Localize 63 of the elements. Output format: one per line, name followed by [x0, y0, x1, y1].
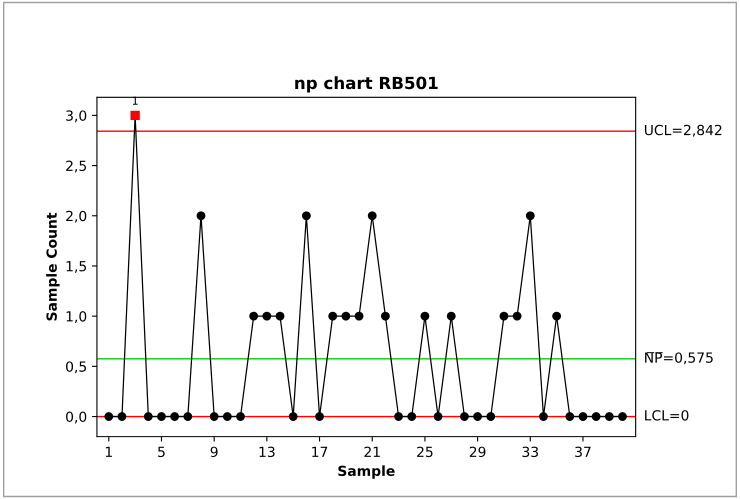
x-tick-label: 33: [522, 446, 538, 458]
x-tick-label: 9: [210, 446, 218, 458]
point: [157, 412, 166, 421]
x-tick-label: 21: [364, 446, 380, 457]
point: [578, 412, 588, 421]
y-tick-label: 3,0: [66, 110, 86, 122]
point: [500, 312, 508, 321]
y-tick-label: 0,0: [66, 412, 86, 424]
point: [604, 412, 614, 421]
point: [434, 412, 442, 421]
point: [170, 412, 180, 421]
point: [196, 211, 206, 220]
point: [288, 412, 298, 421]
point: [565, 412, 574, 421]
point: [394, 412, 403, 421]
point: [302, 211, 311, 220]
y-tick-label: 2,5: [66, 160, 86, 172]
point: [130, 110, 140, 120]
point: [354, 312, 364, 321]
x-tick-label: 5: [158, 446, 165, 458]
y-tick-label: 1,0: [66, 311, 86, 324]
point: [486, 412, 496, 421]
point: [249, 312, 258, 321]
point: [420, 312, 430, 321]
point: [526, 211, 535, 220]
ref-line-label: LCL=0: [645, 410, 688, 421]
ref-line-label: UCL=2,842: [644, 124, 722, 137]
x-tick-label: 37: [575, 446, 591, 458]
y-tick-label: 2,0: [66, 210, 86, 223]
point: [446, 312, 456, 321]
x-tick-label: 17: [312, 446, 328, 457]
point: [222, 412, 232, 421]
point: [144, 412, 153, 421]
point: [183, 412, 192, 421]
point: [368, 211, 377, 220]
point: [407, 412, 416, 421]
point: [210, 412, 219, 421]
x-tick-label: 25: [417, 446, 433, 458]
x-axis-title: Sample: [338, 465, 395, 479]
point: [262, 312, 272, 321]
point: [552, 312, 562, 321]
point: [473, 412, 482, 421]
x-tick-label: 1: [106, 446, 112, 457]
point: [328, 312, 338, 321]
point: [460, 412, 469, 421]
point: [592, 412, 601, 421]
point: [236, 412, 245, 421]
point: [276, 312, 284, 321]
ref-line-label: N̅P̅=0,575: [645, 352, 713, 364]
point: [341, 312, 350, 321]
point: [315, 412, 324, 421]
point: [104, 412, 114, 421]
x-tick-label: 29: [470, 446, 486, 458]
x-tick-label: 13: [260, 446, 275, 458]
point: [512, 312, 522, 321]
point: [539, 412, 548, 421]
y-tick-label: 0,5: [66, 361, 86, 374]
y-tick-label: 1,5: [66, 261, 86, 273]
chart-title: np chart RB501: [295, 76, 438, 92]
y-axis-title: Sample Count: [46, 212, 60, 320]
point: [381, 312, 390, 321]
point: [118, 412, 126, 421]
point: [618, 412, 627, 421]
